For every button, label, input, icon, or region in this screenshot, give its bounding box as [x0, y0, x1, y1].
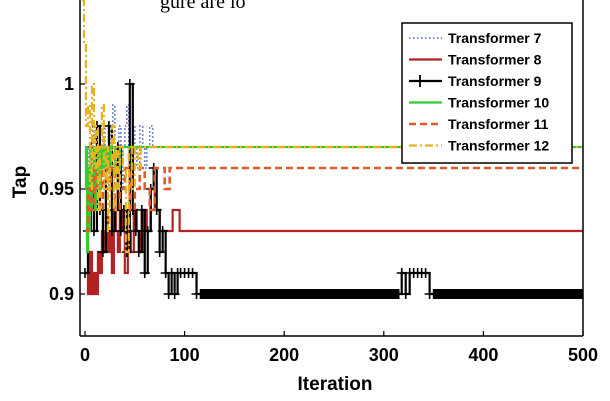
- legend-label: Transformer 12: [448, 138, 549, 154]
- series-point-marker: [136, 205, 147, 215]
- y-tick-label: 0.9: [49, 284, 74, 304]
- legend-label: Transformer 7: [448, 30, 542, 46]
- series-point-marker: [154, 247, 165, 257]
- x-tick-label: 0: [80, 345, 90, 365]
- series-point-marker: [133, 247, 144, 257]
- y-tick-label: 1: [64, 74, 74, 94]
- x-tick-label: 400: [468, 345, 498, 365]
- series-dense-marker-band: [433, 289, 583, 299]
- series-point-marker: [118, 205, 129, 215]
- series-point-marker: [169, 289, 180, 299]
- series-point-marker: [142, 226, 153, 236]
- series-line-transformer-12: [81, 0, 583, 254]
- top-caption-fragment: gure are lo: [160, 0, 246, 13]
- series-point-marker: [97, 247, 108, 257]
- y-tick-label: 0.95: [39, 179, 74, 199]
- legend-label: Transformer 9: [448, 73, 542, 89]
- x-tick-label: 500: [568, 345, 598, 365]
- x-tick-label: 300: [369, 345, 399, 365]
- series-point-marker: [400, 289, 411, 299]
- y-axis-label: Tap: [10, 166, 31, 198]
- x-axis-label: Iteration: [298, 374, 373, 395]
- legend-label: Transformer 10: [448, 95, 549, 111]
- series-point-marker: [130, 226, 141, 236]
- series-point-marker: [157, 226, 168, 236]
- series-point-marker: [139, 268, 150, 278]
- legend: Transformer 7 Transformer 8 Transformer 9 T…: [401, 22, 573, 164]
- series-point-marker: [115, 226, 126, 236]
- ticks-layer: 0 100 200 300 400 500 0.9 0.95 1: [39, 74, 598, 365]
- series-layer: [80, 0, 583, 299]
- series-point-marker: [124, 79, 135, 89]
- series-point-marker: [80, 268, 90, 278]
- legend-marker: [414, 75, 426, 87]
- series-dense-marker-band: [200, 289, 399, 299]
- series-point-marker: [187, 268, 198, 278]
- x-tick-label: 100: [170, 345, 200, 365]
- x-tick-label: 200: [269, 345, 299, 365]
- legend-label: Transformer 11: [448, 116, 549, 132]
- legend-box: [401, 22, 573, 164]
- legend-label: Transformer 8: [448, 52, 542, 68]
- series-point-marker: [420, 268, 431, 278]
